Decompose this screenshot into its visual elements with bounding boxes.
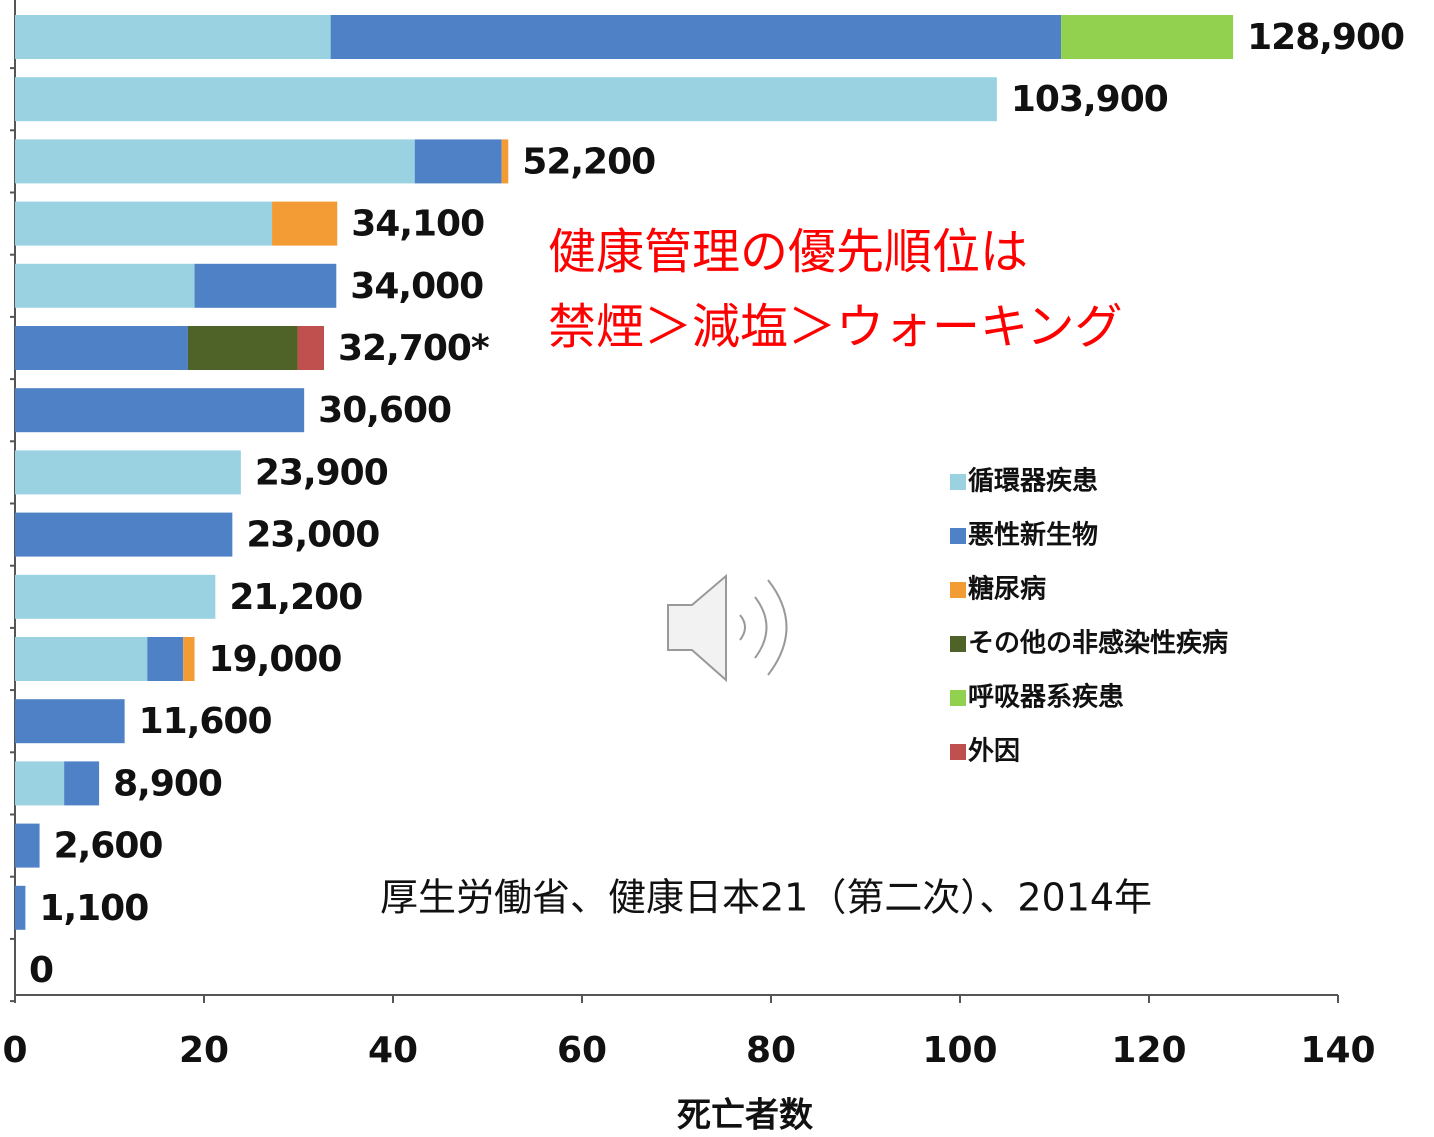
bar-segment (15, 139, 415, 184)
total-label: 23,000 (246, 515, 379, 556)
total-label: 52,200 (522, 141, 655, 182)
bar-segment (15, 574, 216, 619)
total-label: 32,700* (338, 328, 490, 369)
bar-segment (15, 15, 331, 59)
x-tick-label: 100 (922, 1030, 997, 1071)
total-label: 8,900 (113, 763, 222, 804)
bar-segment (15, 77, 997, 122)
legend-label: 呼吸器系疾患 (968, 682, 1124, 713)
x-tick-label: 0 (2, 1030, 27, 1071)
total-label: 11,600 (139, 701, 272, 742)
legend-swatch (950, 744, 966, 760)
bar-segment (187, 326, 298, 370)
bar-segment (414, 139, 502, 184)
total-label: 34,100 (351, 204, 484, 245)
bar-segment (15, 201, 273, 246)
source-note: 厚生労働省、健康日本21（第二次）、2014年 (380, 876, 1152, 920)
total-label: 30,600 (318, 390, 451, 431)
x-tick-label: 140 (1300, 1030, 1375, 1071)
annotation: 禁煙＞減塩＞ウォーキング (548, 299, 1123, 355)
legend-label: その他の非感染性疾病 (968, 628, 1228, 659)
x-tick-label: 120 (1111, 1030, 1186, 1071)
bar-segment (330, 15, 1062, 59)
total-label: 19,000 (209, 639, 342, 680)
legend-label: 糖尿病 (968, 574, 1046, 605)
speaker-icon[interactable] (667, 573, 788, 683)
legend-swatch (950, 474, 966, 490)
bar-segment (15, 263, 195, 308)
bar-segment (15, 699, 125, 744)
legend-swatch (950, 528, 966, 544)
x-tick-label: 20 (179, 1030, 229, 1071)
bar-segment (297, 326, 325, 370)
total-label: 34,000 (350, 266, 483, 307)
bar-segment (15, 326, 188, 370)
x-axis-label: 死亡者数 (677, 1096, 813, 1136)
x-tick-label: 40 (368, 1030, 418, 1071)
bar-segment (15, 823, 40, 868)
bar-segment (501, 139, 509, 184)
bar-segment (15, 388, 305, 433)
annotation: 健康管理の優先順位は (548, 224, 1028, 280)
total-label: 0 (29, 950, 53, 991)
bar-segment (1061, 15, 1234, 59)
legend-label: 外因 (968, 737, 1020, 767)
bar-segment (15, 450, 241, 495)
legend-label: 悪性新生物 (968, 520, 1098, 551)
bar-segment (15, 637, 148, 681)
total-label: 2,600 (54, 826, 163, 867)
total-label: 23,900 (255, 452, 388, 493)
legend-swatch (950, 690, 966, 706)
bar-segment (15, 512, 233, 557)
total-label: 103,900 (1011, 79, 1168, 120)
bar-segment (147, 637, 184, 681)
bar-segment (272, 201, 338, 246)
bar-segment (15, 761, 65, 806)
legend-swatch (950, 636, 966, 652)
total-label: 128,900 (1247, 17, 1404, 58)
bar-segment (183, 637, 195, 681)
legend-swatch (950, 582, 966, 598)
x-tick-label: 60 (557, 1030, 607, 1071)
bar-segment (64, 761, 100, 806)
bar-segment (194, 263, 337, 308)
legend-label: 循環器疾患 (968, 466, 1098, 497)
total-label: 21,200 (229, 577, 362, 618)
bar-segment (15, 885, 26, 930)
x-tick-label: 80 (746, 1030, 796, 1071)
total-label: 1,100 (39, 888, 148, 929)
